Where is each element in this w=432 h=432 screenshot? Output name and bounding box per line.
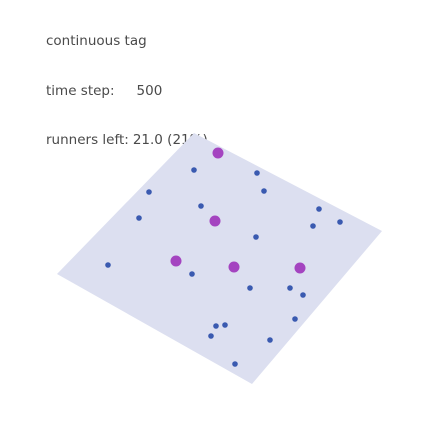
runner-agent <box>213 323 219 329</box>
runner-agent <box>136 215 142 221</box>
runner-agent <box>300 292 306 298</box>
runner-agent <box>267 337 273 343</box>
runner-agent <box>146 189 152 195</box>
runner-agent <box>261 188 267 194</box>
runner-agent <box>198 203 204 209</box>
tagger-agent <box>212 147 224 159</box>
runner-agent <box>247 285 253 291</box>
runner-agent <box>189 271 195 277</box>
runner-agent <box>254 170 260 176</box>
time-step-value: 500 <box>136 82 163 99</box>
runner-agent <box>208 333 214 339</box>
runner-agent <box>316 206 322 212</box>
time-step-row: time step: 500 <box>46 83 208 100</box>
runner-agent <box>337 219 343 225</box>
runner-agent <box>253 234 259 240</box>
tagger-agent <box>228 261 240 273</box>
agents-layer <box>105 147 343 367</box>
runner-agent <box>287 285 293 291</box>
sim-title: continuous tag <box>46 33 147 49</box>
tagger-agent <box>294 262 306 274</box>
runner-agent <box>105 262 111 268</box>
runner-agent <box>292 316 298 322</box>
tagger-agent <box>170 255 182 267</box>
runners-left-label: runners left: <box>46 132 129 148</box>
runner-agent <box>232 361 238 367</box>
tagger-agent <box>209 215 221 227</box>
runner-agent <box>222 322 228 328</box>
arena-field <box>57 133 382 384</box>
time-step-label: time step: <box>46 82 115 99</box>
runner-agent <box>191 167 197 173</box>
runner-agent <box>310 223 316 229</box>
